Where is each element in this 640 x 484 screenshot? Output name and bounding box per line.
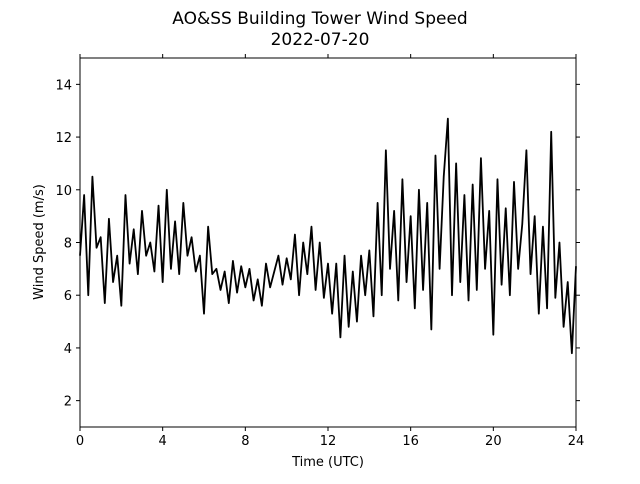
y-tick-label: 14	[55, 78, 72, 93]
x-tick-label: 16	[402, 434, 419, 449]
x-axis-label: Time (UTC)	[291, 455, 364, 470]
y-tick-label: 4	[64, 342, 72, 357]
y-axis-label: Wind Speed (m/s)	[32, 184, 47, 300]
y-tick-label: 12	[55, 131, 72, 146]
x-tick-label: 0	[76, 434, 84, 449]
plot-frame	[79, 57, 577, 428]
x-tick-label: 12	[320, 434, 337, 449]
x-tick-label: 24	[568, 434, 585, 449]
x-tick-label: 8	[241, 434, 249, 449]
y-tick-label: 2	[64, 395, 72, 410]
x-tick-label: 4	[159, 434, 167, 449]
y-tick-label: 10	[55, 184, 72, 199]
y-tick-label: 6	[64, 289, 72, 304]
series-line	[79, 117, 577, 355]
chart-subtitle: 2022-07-20	[271, 30, 370, 50]
chart-title: AO&SS Building Tower Wind Speed	[172, 9, 467, 29]
y-tick-label: 8	[64, 237, 72, 252]
x-tick-label: 20	[485, 434, 502, 449]
